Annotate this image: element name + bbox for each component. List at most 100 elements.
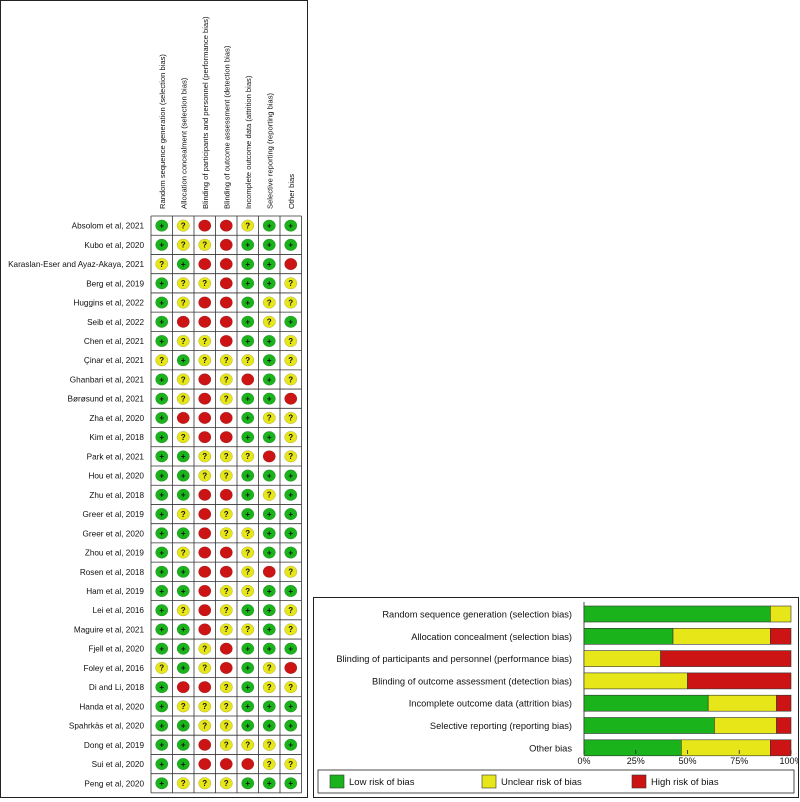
unclear-risk-mark: ? <box>241 738 255 751</box>
rating-symbol: ? <box>288 279 293 288</box>
unclear-risk-mark: ? <box>219 373 233 386</box>
rating-symbol: + <box>288 510 293 519</box>
low-risk-mark: + <box>241 681 255 694</box>
high-risk-mark <box>198 623 212 636</box>
study-label: Sui et al, 2020 <box>92 760 145 769</box>
high-risk-mark <box>198 604 212 617</box>
rating-symbol: ? <box>288 452 293 461</box>
rating-symbol: + <box>267 260 272 269</box>
low-risk-mark: + <box>262 777 276 790</box>
high-risk-mark <box>198 488 212 501</box>
rating-symbol: ? <box>181 510 186 519</box>
high-risk-mark <box>198 411 212 424</box>
rating-symbol: ? <box>224 394 229 403</box>
unclear-risk-mark: ? <box>176 334 190 348</box>
low-risk-mark: + <box>241 469 255 482</box>
unclear-risk-mark: ? <box>219 738 233 751</box>
study-label: Berg et al, 2019 <box>86 279 144 288</box>
unclear-risk-bar <box>769 605 792 623</box>
rating-symbol: + <box>245 318 250 327</box>
low-risk-mark: + <box>155 411 169 424</box>
rating-symbol: + <box>267 221 272 230</box>
unclear-risk-mark: ? <box>219 508 233 521</box>
low-risk-mark: + <box>155 719 169 732</box>
low-risk-mark: + <box>241 258 255 271</box>
low-risk-mark: + <box>176 450 190 463</box>
low-risk-mark: + <box>155 296 169 309</box>
high-risk-mark <box>198 546 212 559</box>
high-risk-mark <box>176 315 190 328</box>
rating-symbol: ? <box>245 568 250 577</box>
rating-symbol: ? <box>181 279 186 288</box>
rating-symbol: + <box>267 375 272 384</box>
rating-symbol: + <box>181 356 186 365</box>
unclear-risk-mark: ? <box>198 719 212 732</box>
category-label: Random sequence generation (selection bi… <box>382 610 572 620</box>
unclear-risk-mark: ? <box>219 623 233 636</box>
high-risk-bar <box>769 627 792 645</box>
unclear-risk-mark: ? <box>241 354 255 367</box>
high-risk-mark <box>219 315 233 328</box>
category-label: Blinding of outcome assessment (detectio… <box>372 676 572 686</box>
rating-symbol: + <box>181 741 186 750</box>
unclear-risk-mark: ? <box>198 469 212 482</box>
rating-symbol: + <box>288 471 293 480</box>
low-risk-mark: + <box>262 604 276 617</box>
rating-symbol: ? <box>267 741 272 750</box>
rating-symbol: + <box>159 548 164 557</box>
low-risk-mark: + <box>155 681 169 694</box>
rating-symbol: ? <box>202 721 207 730</box>
rating-symbol: ? <box>245 452 250 461</box>
unclear-risk-mark: ? <box>241 623 255 636</box>
low-risk-mark: + <box>155 238 169 251</box>
rating-symbol: ? <box>224 510 229 519</box>
unclear-risk-mark: ? <box>241 565 255 578</box>
unclear-risk-mark: ? <box>284 623 298 636</box>
rating-symbol: + <box>245 664 250 673</box>
rating-symbol: ? <box>245 529 250 538</box>
rating-symbol: ? <box>245 221 250 230</box>
low-risk-mark: + <box>284 508 298 521</box>
rating-symbol: + <box>181 491 186 500</box>
column-header: Random sequence generation (selection bi… <box>158 54 167 209</box>
rating-symbol: ? <box>202 664 207 673</box>
rating-symbol: + <box>159 529 164 538</box>
high-risk-mark <box>198 219 212 232</box>
risk-of-bias-summary: Random sequence generation (selection bi… <box>8 16 302 794</box>
unclear-risk-bar <box>707 694 777 712</box>
rating-symbol: ? <box>288 625 293 634</box>
study-label: Rosen et al, 2018 <box>80 568 145 577</box>
category-label: Incomplete outcome data (attrition bias) <box>409 699 572 709</box>
x-tick-label: 50% <box>678 756 696 766</box>
high-risk-mark <box>198 296 212 309</box>
rating-symbol: ? <box>288 414 293 423</box>
rating-symbol: ? <box>224 741 229 750</box>
high-risk-mark <box>198 431 212 444</box>
low-risk-mark: + <box>155 508 169 521</box>
low-risk-mark: + <box>262 700 276 713</box>
rating-symbol: + <box>288 318 293 327</box>
high-risk-mark <box>219 488 233 501</box>
x-tick-label: 75% <box>730 756 748 766</box>
low-risk-mark: + <box>241 411 255 424</box>
low-risk-mark: + <box>241 777 255 790</box>
low-risk-mark: + <box>155 642 169 655</box>
rating-symbol: + <box>245 779 250 788</box>
rating-symbol: + <box>267 721 272 730</box>
unclear-risk-mark: ? <box>219 777 233 790</box>
low-risk-mark: + <box>262 719 276 732</box>
study-label: Hou et al, 2020 <box>88 472 144 481</box>
rating-symbol: + <box>181 260 186 269</box>
rating-symbol: + <box>159 741 164 750</box>
study-label: Kim et al, 2018 <box>89 433 144 442</box>
rating-symbol: + <box>159 318 164 327</box>
study-label: Zhu et al, 2018 <box>89 491 144 500</box>
rating-symbol: ? <box>181 548 186 557</box>
study-label: Børøsund et al, 2021 <box>68 395 145 404</box>
category-label: Blinding of participants and personnel (… <box>336 654 572 664</box>
rating-symbol: + <box>159 683 164 692</box>
rating-symbol: ? <box>245 741 250 750</box>
low-risk-mark: + <box>155 623 169 636</box>
risk-of-bias-graph: Random sequence generation (selection bi… <box>317 602 800 794</box>
category-label: Selective reporting (reporting bias) <box>430 721 572 731</box>
